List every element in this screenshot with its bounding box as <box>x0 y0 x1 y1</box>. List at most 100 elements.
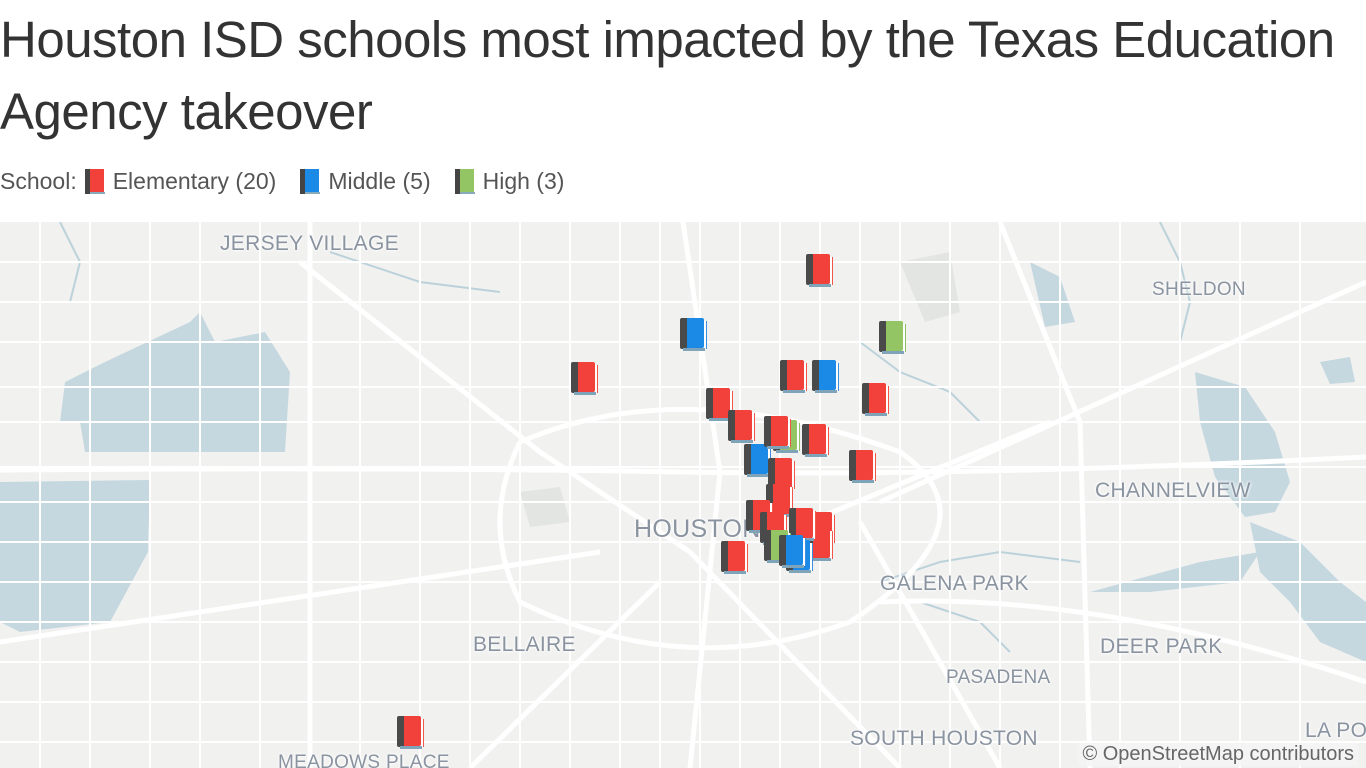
school-marker-middle[interactable] <box>779 535 806 568</box>
place-label-bellaire: BELLAIRE <box>473 633 576 656</box>
place-label-pasadena: PASADENA <box>946 667 1051 688</box>
red-book-icon <box>84 168 105 194</box>
book-spine <box>802 424 809 455</box>
book-page-edge <box>789 487 793 515</box>
book-page-edge <box>594 365 598 393</box>
red-book-icon <box>811 254 830 284</box>
book-page-edge <box>783 515 787 543</box>
book-bottom <box>767 560 789 563</box>
school-marker-elementary[interactable] <box>806 254 833 287</box>
school-marker-elementary[interactable] <box>780 360 807 393</box>
book-spine <box>744 444 751 475</box>
place-label-jersey-village: JERSEY VILLAGE <box>220 232 399 255</box>
book-bottom <box>767 446 789 449</box>
legend-item-label: High (3) <box>482 167 565 194</box>
place-label-houston: HOUSTON <box>634 515 761 543</box>
book-page-edge <box>729 391 733 419</box>
legend-item-high[interactable]: High (3) <box>454 167 565 195</box>
book-page-edge <box>831 515 835 543</box>
book-bottom <box>809 284 831 287</box>
book-page-edge <box>802 538 806 566</box>
book-bottom <box>852 480 874 483</box>
school-marker-elementary[interactable] <box>849 450 876 483</box>
school-marker-middle[interactable] <box>812 360 839 393</box>
blue-book-icon <box>817 360 836 390</box>
map-attribution[interactable]: © OpenStreetMap contributors <box>1078 743 1358 766</box>
school-marker-elementary[interactable] <box>397 716 424 749</box>
legend-item-elementary[interactable]: Elementary (20) <box>84 167 277 195</box>
book-bottom <box>574 392 596 395</box>
red-book-icon <box>854 450 873 480</box>
book-bottom <box>747 474 769 477</box>
place-label-sheldon: SHELDON <box>1152 279 1246 300</box>
map-basemap <box>0 222 1366 768</box>
book-bottom <box>709 418 731 421</box>
map[interactable]: JERSEY VILLAGE SHELDON HOUSTON CHANNELVI… <box>0 222 1366 768</box>
place-label-galena-park: GALENA PARK <box>880 572 1029 595</box>
book-bottom <box>865 413 887 416</box>
school-marker-elementary[interactable] <box>728 410 755 443</box>
chart-title: Houston ISD schools most impacted by the… <box>0 11 1335 140</box>
legend-item-middle[interactable]: Middle (5) <box>300 168 431 195</box>
book-bottom <box>882 351 904 354</box>
school-marker-high[interactable] <box>879 321 906 354</box>
book-page-edge <box>803 363 807 391</box>
book-spine <box>789 508 796 539</box>
red-book-icon <box>771 484 790 514</box>
school-marker-elementary[interactable] <box>706 388 733 421</box>
book-page-edge <box>902 324 906 352</box>
book-spine <box>849 450 856 481</box>
blue-book-icon <box>784 535 803 565</box>
school-marker-elementary[interactable] <box>764 416 791 449</box>
red-book-icon <box>769 416 788 446</box>
red-book-icon <box>785 360 804 390</box>
book-spine <box>780 360 787 391</box>
red-book-icon <box>867 383 886 413</box>
book-page-edge <box>835 363 839 391</box>
book-spine <box>728 410 735 441</box>
green-book-icon <box>454 168 475 194</box>
book-bottom <box>683 348 705 351</box>
book-bottom <box>400 746 422 749</box>
book-page-edge <box>872 453 876 481</box>
book-bottom <box>789 570 811 573</box>
book-page-edge <box>812 511 816 539</box>
book-bottom <box>776 450 798 453</box>
place-label-meadows-place: MEADOWS PLACE <box>278 752 450 768</box>
book-spine <box>862 383 869 414</box>
book-spine <box>721 541 728 572</box>
book-spine <box>766 484 773 515</box>
blue-book-icon <box>300 168 321 194</box>
book-spine <box>760 512 767 543</box>
school-marker-elementary[interactable] <box>721 541 748 574</box>
school-marker-middle[interactable] <box>680 318 707 351</box>
red-book-icon <box>402 716 421 746</box>
book-page-edge <box>791 461 795 489</box>
book-page-edge <box>796 423 800 451</box>
book-spine <box>397 716 404 747</box>
book-spine <box>806 254 813 285</box>
book-spine <box>779 535 786 566</box>
book-page-edge <box>787 419 791 447</box>
legend-item-label: Elementary (20) <box>112 167 277 194</box>
blue-book-icon <box>749 444 768 474</box>
book-bottom <box>815 390 837 393</box>
red-book-icon <box>807 424 826 454</box>
red-book-icon <box>576 362 595 392</box>
book-page-edge <box>885 386 889 414</box>
book-page-edge <box>809 543 813 571</box>
school-marker-elementary[interactable] <box>862 383 889 416</box>
school-marker-elementary[interactable] <box>802 424 829 457</box>
book-spine <box>879 321 886 352</box>
book-spine <box>764 416 771 447</box>
book-page-edge <box>703 321 707 349</box>
book-page-edge <box>829 531 833 559</box>
book-bottom <box>782 565 804 568</box>
school-marker-elementary[interactable] <box>571 362 598 395</box>
book-bottom <box>783 390 805 393</box>
book-spine <box>764 530 771 561</box>
book-spine <box>706 388 713 419</box>
book-page-edge <box>751 413 755 441</box>
book-bottom <box>731 440 753 443</box>
book-bottom <box>805 454 827 457</box>
